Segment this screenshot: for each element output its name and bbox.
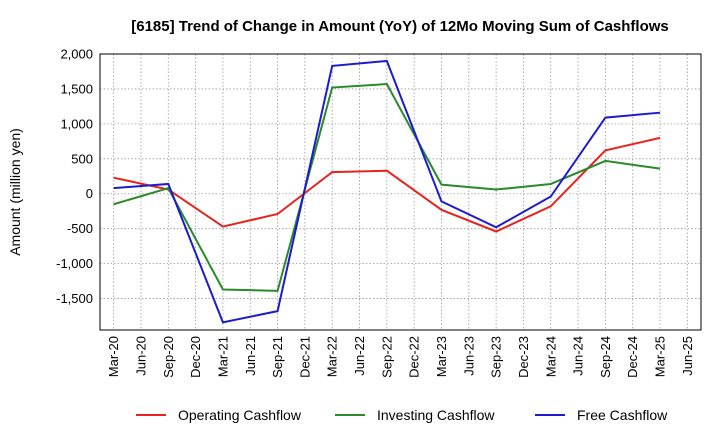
legend: Operating Cashflow Investing Cashflow Free… (136, 407, 668, 423)
x-tick-label: Jun-24 (571, 336, 586, 376)
y-tick-label: 0 (86, 186, 93, 201)
y-tick-label: 1,000 (60, 116, 93, 131)
x-tick-label: Dec-20 (188, 336, 203, 378)
series-lines (113, 59, 661, 324)
x-tick-label: Dec-23 (516, 336, 531, 378)
legend-label-investing-cashflow: Investing Cashflow (377, 407, 495, 423)
x-tick-label: Sep-20 (161, 336, 176, 378)
y-tick-label: -500 (67, 221, 93, 236)
x-tick-label: Jun-23 (461, 336, 476, 376)
x-tick-label: Dec-24 (625, 336, 640, 378)
series-line-operating-cashflow (113, 136, 661, 233)
x-tick-label: Mar-20 (106, 336, 121, 377)
x-tick-labels: Mar-20 Jun-20 Sep-20 Dec-20 Mar-21 Jun-21 Sep-… (106, 336, 695, 378)
x-tick-label: Jun-25 (680, 336, 695, 376)
x-tick-label: Sep-22 (379, 336, 394, 378)
x-tick-label: Mar-23 (434, 336, 449, 377)
x-tick-label: Jun-22 (352, 336, 367, 376)
y-tick-label: 500 (71, 151, 93, 166)
y-tick-label: 2,000 (60, 47, 93, 62)
y-tick-label: -1,000 (56, 256, 93, 271)
legend-label-free-cashflow: Free Cashflow (577, 407, 668, 423)
y-tick-label: 1,500 (60, 81, 93, 96)
x-tick-label: Jun-21 (243, 336, 258, 376)
y-tick-label: -1,500 (56, 291, 93, 306)
x-tick-label: Sep-23 (489, 336, 504, 378)
series-line-investing-cashflow (113, 83, 661, 292)
x-tick-label: Mar-24 (543, 336, 558, 377)
x-tick-label: Mar-21 (215, 336, 230, 377)
x-tick-label: Sep-24 (598, 336, 613, 378)
y-axis-label: Amount (million yen) (7, 128, 23, 256)
x-tick-label: Mar-22 (325, 336, 340, 377)
plot-frame (99, 53, 702, 331)
series-line-free-cashflow (113, 59, 661, 324)
x-tick-label: Jun-20 (133, 336, 148, 376)
x-tick-label: Dec-22 (407, 336, 422, 378)
legend-label-operating-cashflow: Operating Cashflow (178, 407, 302, 423)
x-tick-label: Sep-21 (270, 336, 285, 378)
x-tick-label: Dec-21 (297, 336, 312, 378)
chart-title: [6185] Trend of Change in Amount (YoY) o… (131, 18, 669, 35)
y-tick-labels: 2,000 1,500 1,000 500 0 -500 -1,000 -1,500 (56, 47, 93, 307)
x-tick-label: Mar-25 (653, 336, 668, 377)
